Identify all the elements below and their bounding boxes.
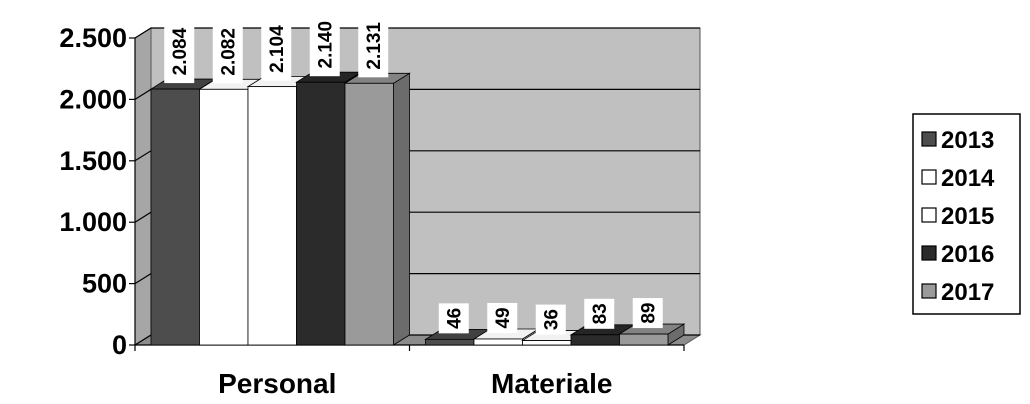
legend-swatch <box>921 207 937 223</box>
data-label-box <box>632 298 663 329</box>
data-label: 2.104 <box>261 17 292 81</box>
x-category-label: Materiale <box>491 368 612 399</box>
data-label: 89 <box>632 298 663 329</box>
data-label-box <box>164 20 195 84</box>
bar <box>619 333 669 346</box>
data-label: 2.082 <box>212 20 243 84</box>
bar <box>344 82 394 346</box>
bar <box>570 334 620 346</box>
legend-label: 2013 <box>941 127 994 154</box>
data-label: 46 <box>438 303 469 334</box>
data-label-box <box>212 20 243 84</box>
data-label-box <box>358 14 389 78</box>
data-label-text: 46 <box>445 308 466 329</box>
data-label-text: 2.082 <box>219 28 240 76</box>
y-tick-label: 2.500 <box>59 23 127 53</box>
data-labels: 2.084 2.082 2.104 2.140 2.131 46 49 36 83 89 <box>164 13 663 335</box>
y-tick-label: 1.000 <box>59 207 127 237</box>
legend-swatch <box>921 169 937 185</box>
gridline <box>134 27 700 39</box>
y-axis: 0 500 1.000 1.500 2.000 2.500 <box>59 23 136 360</box>
x-category-label: Personal <box>218 368 336 399</box>
data-label-text: 83 <box>590 303 611 324</box>
bar <box>296 81 346 346</box>
bar <box>425 338 475 346</box>
data-label: 83 <box>584 298 615 329</box>
bars <box>149 71 686 346</box>
data-label: 36 <box>535 304 566 335</box>
data-label: 2.140 <box>309 13 340 77</box>
y-tick-label: 2.000 <box>59 84 127 114</box>
legend-label: 2017 <box>941 279 994 306</box>
legend-label: 2015 <box>941 203 994 230</box>
data-label-text: 2.131 <box>364 22 385 70</box>
side-wall <box>134 27 152 346</box>
legend-label: 2016 <box>941 241 994 268</box>
legend: 2013 2014 2015 2016 2017 <box>912 113 1021 315</box>
data-label-text: 49 <box>493 307 514 328</box>
x-axis: Personal Materiale <box>134 344 685 399</box>
data-label: 49 <box>487 302 518 333</box>
y-tick-label: 500 <box>82 269 127 299</box>
y-tick-label: 1.500 <box>59 146 127 176</box>
legend-swatch <box>921 131 937 147</box>
bar <box>150 88 200 346</box>
data-label-box <box>487 302 518 333</box>
data-label-box <box>584 298 615 329</box>
bar <box>522 340 572 346</box>
bar <box>199 88 249 346</box>
data-label-text: 36 <box>542 309 563 330</box>
legend-swatch <box>921 245 937 261</box>
data-label-text: 2.140 <box>316 21 337 69</box>
data-label-box <box>309 13 340 77</box>
bar <box>473 338 523 346</box>
legend-swatch <box>921 283 937 299</box>
data-label-text: 2.084 <box>170 27 191 75</box>
data-label: 2.084 <box>164 20 195 84</box>
data-label-box <box>261 17 292 81</box>
data-label-text: 89 <box>639 303 660 324</box>
data-label-text: 2.104 <box>267 25 288 73</box>
data-label-box <box>438 303 469 334</box>
legend-label: 2014 <box>941 165 995 192</box>
data-label-box <box>535 304 566 335</box>
data-label: 2.131 <box>358 14 389 78</box>
bar-side <box>393 72 410 346</box>
bar <box>247 86 297 346</box>
y-tick-label: 0 <box>112 330 127 360</box>
